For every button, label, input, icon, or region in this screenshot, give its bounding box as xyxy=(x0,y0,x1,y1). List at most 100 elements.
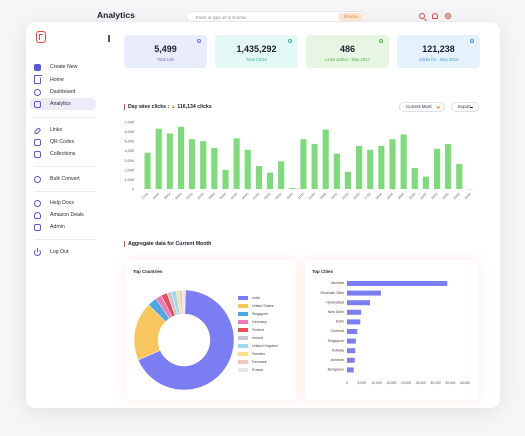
stat-card-links-added: 486 Links added - May 2024 xyxy=(306,35,389,68)
sidebar-divider xyxy=(34,191,96,192)
bar xyxy=(356,145,363,189)
bar xyxy=(367,149,374,189)
y-tick-label: New Delhi xyxy=(328,310,345,314)
sidebar-item-analytics[interactable]: Analytics xyxy=(30,98,96,110)
sidebar: Create New Home Dashboard Analytics Link… xyxy=(26,22,104,408)
y-tick-label: 6,000 xyxy=(124,130,134,134)
bar xyxy=(311,144,318,189)
sidebar-divider xyxy=(34,166,96,167)
legend-label: Germany xyxy=(252,320,267,324)
export-button[interactable]: Export xyxy=(451,102,479,112)
y-tick-label: Singapore xyxy=(328,339,344,343)
stat-label: Links added - May 2024 xyxy=(325,57,370,62)
sidebar-collapse-handle[interactable] xyxy=(108,35,110,42)
stat-label: Total Clicks xyxy=(245,57,268,62)
bar xyxy=(456,164,463,189)
x-tick-label: 20/05 xyxy=(397,192,406,201)
sidebar-item-bulk-convert[interactable]: Bulk Convert xyxy=(30,173,96,185)
stat-value: 121,238 xyxy=(422,44,455,54)
x-tick-label: 10/05 xyxy=(286,192,295,201)
legend-swatch xyxy=(238,328,248,332)
x-tick-label: 09/05 xyxy=(274,192,283,201)
bar xyxy=(289,188,296,189)
y-tick-label: 0 xyxy=(132,188,134,192)
legend-item: Russia xyxy=(238,368,263,372)
legend-swatch xyxy=(238,368,248,372)
legend-item: Sweden xyxy=(238,352,265,356)
sidebar-item-label: Bulk Convert xyxy=(50,176,80,182)
x-tick-label: 15/05 xyxy=(341,192,350,201)
aggregate-title: Aggregate data for Current Month xyxy=(124,241,211,247)
top-countries-donut xyxy=(133,289,235,391)
link-icon xyxy=(197,39,201,43)
y-tick-label: Chennai xyxy=(331,329,345,333)
heart-icon xyxy=(288,39,292,43)
sidebar-item-links[interactable]: Links xyxy=(30,124,96,136)
sidebar-item-log-out[interactable]: Log Out xyxy=(30,246,96,258)
x-tick-label: 08/05 xyxy=(263,192,272,201)
legend-swatch xyxy=(238,344,248,348)
legend-item: United States xyxy=(238,304,274,308)
y-tick-label: Bengaluru xyxy=(328,368,344,372)
bar xyxy=(378,145,385,189)
sidebar-item-qr-codes[interactable]: QR Codes xyxy=(30,136,96,148)
daywise-total: 116,134 clicks xyxy=(177,104,212,110)
bar xyxy=(266,172,274,189)
sidebar-item-help-docs[interactable]: Help Docs xyxy=(30,197,96,209)
y-tick-label: 4,000 xyxy=(124,149,134,153)
fire-icon: ▲ xyxy=(170,104,176,110)
y-tick-label: 2,000 xyxy=(124,168,134,172)
y-tick-label: Mountain View xyxy=(320,291,344,295)
bell-icon[interactable] xyxy=(432,13,438,19)
sidebar-item-amazon-deals[interactable]: Amazon Deals xyxy=(30,209,96,221)
url-input[interactable]: Paste or type url to shorten Shorten xyxy=(186,11,366,22)
legend-label: Singapore xyxy=(252,312,269,316)
sidebar-item-collections[interactable]: Collections xyxy=(30,148,96,160)
x-tick-label: 12/05 xyxy=(308,192,317,201)
sidebar-item-home[interactable]: Home xyxy=(30,74,96,86)
x-tick-label: 30/04 xyxy=(174,192,183,201)
x-tick-label: 15,000 xyxy=(386,381,396,385)
x-tick-label: 17/05 xyxy=(363,192,372,201)
x-tick-label: 04/05 xyxy=(219,192,228,201)
bar xyxy=(177,126,185,189)
legend-label: United States xyxy=(252,304,274,308)
user-avatar-icon[interactable] xyxy=(445,13,451,19)
top-cities-bar-chart: Mumbai Mountain View Hyderabad New Delhi Del… xyxy=(320,281,470,385)
legend-item: India xyxy=(238,296,260,300)
x-tick-label: 5,000 xyxy=(358,381,367,385)
sidebar-item-admin[interactable]: Admin xyxy=(30,221,96,233)
shorten-button[interactable]: Shorten xyxy=(338,13,364,21)
legend-item: Denmark xyxy=(238,360,267,364)
bar xyxy=(347,309,362,315)
bar xyxy=(333,153,340,189)
sidebar-item-label: Collections xyxy=(50,151,76,157)
period-select[interactable]: Current Mont xyxy=(399,102,445,112)
sidebar-divider xyxy=(34,117,96,118)
legend-label: Sweden xyxy=(252,352,265,356)
x-tick-label: 02/05 xyxy=(196,192,205,201)
daywise-title-prefix: Day wise clicks : xyxy=(128,104,170,110)
y-tick-label: Delhi xyxy=(336,320,344,324)
x-tick-label: 10,000 xyxy=(371,381,381,385)
bar xyxy=(344,171,352,189)
stat-value: 486 xyxy=(339,44,356,54)
sidebar-item-dashboard[interactable]: Dashboard xyxy=(30,86,96,98)
sidebar-item-create-new[interactable]: Create New xyxy=(30,61,96,73)
legend-item: United Kingdom xyxy=(238,344,278,348)
x-tick-label: 40,000 xyxy=(460,381,470,385)
logo-icon[interactable] xyxy=(36,31,46,43)
top-cities-panel: Top Cities Mumbai Mountain View Hyderabad N… xyxy=(305,260,478,400)
legend-label: Denmark xyxy=(252,360,267,364)
x-tick-label: 19/05 xyxy=(386,192,395,201)
sidebar-divider xyxy=(34,239,96,240)
analytics-icon xyxy=(34,100,41,108)
stat-card-clicks-month: 121,238 Clicks for - May 2024 xyxy=(397,35,480,68)
bar xyxy=(389,139,396,189)
y-tick-label: 5,000 xyxy=(124,140,134,144)
search-icon[interactable] xyxy=(419,13,425,19)
export-label: Export xyxy=(458,104,471,109)
legend-swatch xyxy=(238,312,248,316)
top-countries-title: Top Countries xyxy=(133,269,163,274)
bar xyxy=(347,319,361,325)
